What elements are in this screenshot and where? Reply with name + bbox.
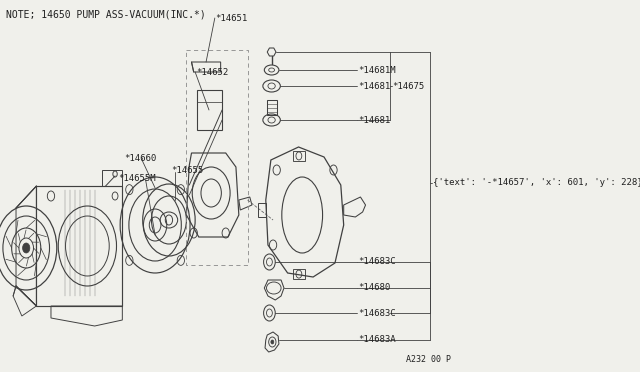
Text: *14655M: *14655M (118, 173, 156, 183)
Text: *14655: *14655 (171, 166, 204, 174)
Text: A232 00 P: A232 00 P (406, 356, 451, 365)
Text: *14660: *14660 (124, 154, 156, 163)
Text: *14652: *14652 (196, 67, 228, 77)
Text: *14681: *14681 (358, 81, 390, 90)
Text: *14675: *14675 (392, 81, 425, 90)
Text: *14651: *14651 (216, 13, 248, 22)
Circle shape (271, 340, 274, 344)
Text: *14683C: *14683C (358, 308, 396, 317)
Text: *14683C: *14683C (358, 257, 396, 266)
Text: *14681: *14681 (358, 115, 390, 125)
Text: NOTE; 14650 PUMP ASS-VACUUM(INC.*): NOTE; 14650 PUMP ASS-VACUUM(INC.*) (6, 9, 205, 19)
Text: *14683A: *14683A (358, 336, 396, 344)
Text: {'text': '-*14657', 'x': 601, 'y': 228}: {'text': '-*14657', 'x': 601, 'y': 228} (433, 178, 640, 187)
Circle shape (22, 243, 30, 253)
Text: *14681M: *14681M (358, 65, 396, 74)
Text: *14680: *14680 (358, 283, 390, 292)
